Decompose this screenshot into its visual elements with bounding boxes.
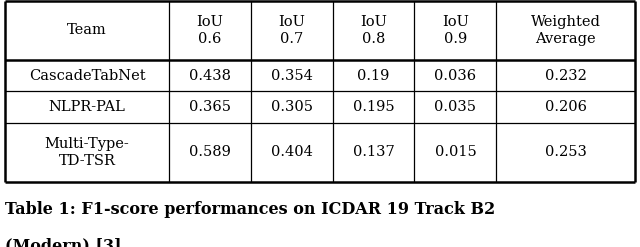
Text: 0.232: 0.232 (545, 69, 586, 82)
Text: 0.365: 0.365 (189, 100, 231, 114)
Text: 0.253: 0.253 (545, 145, 586, 159)
Text: 0.036: 0.036 (435, 69, 476, 82)
Text: IoU
0.7: IoU 0.7 (278, 15, 305, 46)
Text: IoU
0.9: IoU 0.9 (442, 15, 469, 46)
Text: 0.305: 0.305 (271, 100, 313, 114)
Text: Multi-Type-
TD-TSR: Multi-Type- TD-TSR (45, 137, 129, 168)
Text: 0.404: 0.404 (271, 145, 312, 159)
Text: 0.015: 0.015 (435, 145, 476, 159)
Text: 0.354: 0.354 (271, 69, 312, 82)
Text: 0.438: 0.438 (189, 69, 231, 82)
Text: Team: Team (67, 23, 107, 38)
Text: IoU
0.8: IoU 0.8 (360, 15, 387, 46)
Text: 0.137: 0.137 (353, 145, 394, 159)
Text: 0.035: 0.035 (435, 100, 476, 114)
Text: Table 1: F1-score performances on ICDAR 19 Track B2: Table 1: F1-score performances on ICDAR … (5, 201, 495, 218)
Text: CascadeTabNet: CascadeTabNet (29, 69, 145, 82)
Text: Weighted
Average: Weighted Average (531, 15, 600, 46)
Text: 0.19: 0.19 (357, 69, 390, 82)
Text: NLPR-PAL: NLPR-PAL (49, 100, 125, 114)
Text: (Modern) [3]: (Modern) [3] (5, 237, 122, 247)
Text: 0.195: 0.195 (353, 100, 394, 114)
Text: 0.206: 0.206 (545, 100, 587, 114)
Text: 0.589: 0.589 (189, 145, 231, 159)
Text: IoU
0.6: IoU 0.6 (196, 15, 223, 46)
